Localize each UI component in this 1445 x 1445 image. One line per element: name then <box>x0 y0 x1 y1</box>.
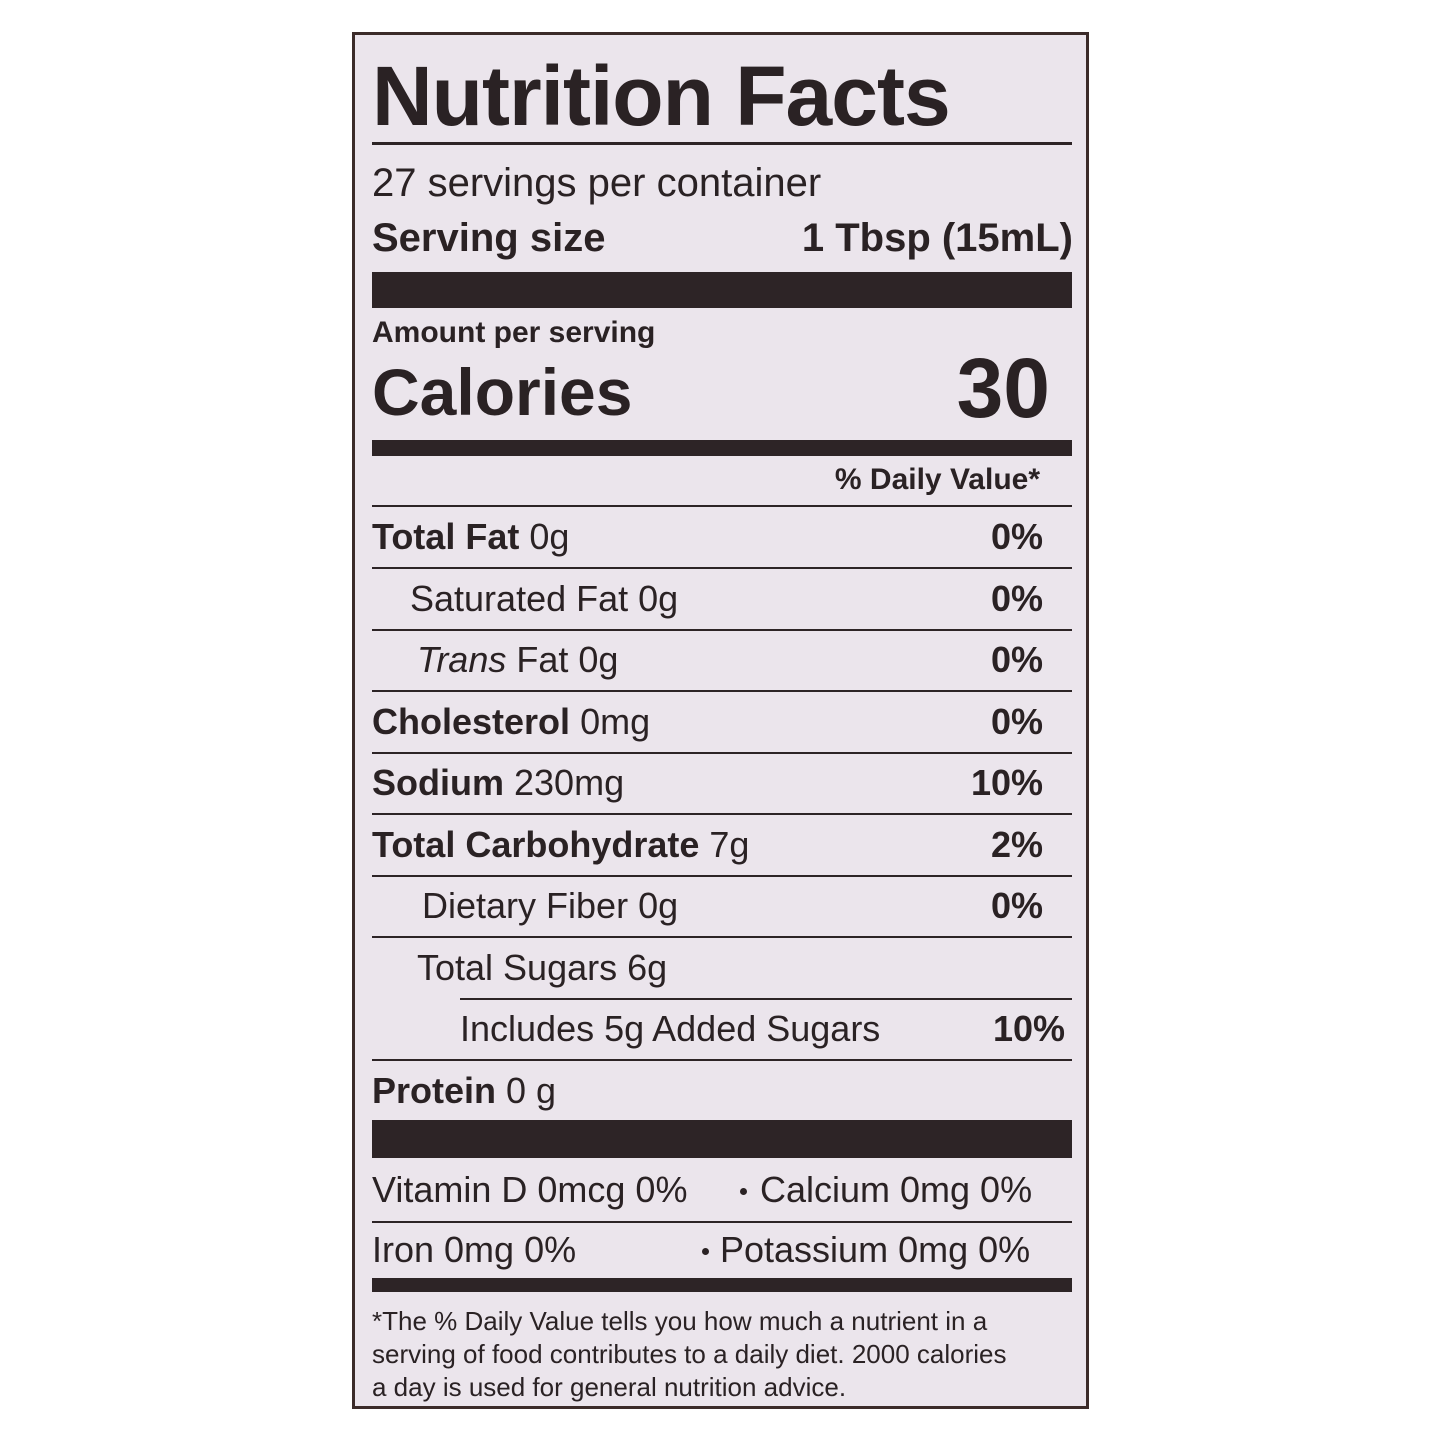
nutrient-row: Total Fat 0g <box>372 515 569 559</box>
medium-bar <box>372 440 1072 456</box>
vitamin: Calcium 0mg 0% <box>760 1169 1033 1210</box>
rule <box>460 997 1072 1000</box>
nutrient-name: Total Sugars <box>417 946 618 988</box>
bullet <box>702 1248 709 1255</box>
daily-value: 10% <box>970 762 1043 803</box>
daily-value: 0% <box>990 516 1043 557</box>
amount-per-serving: Amount per serving <box>372 316 656 349</box>
nutrient-row: Includes 5g Added Sugars <box>460 1007 880 1051</box>
serving-size-value: 1 Tbsp (15mL) <box>801 216 1073 260</box>
thick-bar <box>372 272 1072 308</box>
rule <box>372 751 1072 754</box>
label-panel <box>352 32 1089 1409</box>
thick-bar <box>372 1120 1072 1158</box>
rule <box>372 936 1072 938</box>
rule <box>372 874 1072 877</box>
daily-value: 0% <box>990 577 1043 619</box>
nutrient-amount: 0g <box>638 577 679 619</box>
nutrient-name: Dietary Fiber <box>422 885 629 926</box>
daily-value: 10% <box>992 1008 1065 1049</box>
footnote: *The % Daily Value tells you how much a … <box>372 1306 988 1336</box>
nutrient-amount: 0 g <box>506 1069 557 1111</box>
rule <box>372 813 1072 815</box>
daily-value-header: % Daily Value* <box>834 463 1040 496</box>
daily-value: 0% <box>990 639 1043 680</box>
rule <box>372 142 1072 145</box>
nutrient-name: Total Carbohydrate <box>372 823 700 865</box>
nutrient-row: Total Sugars 6g <box>417 946 667 990</box>
nutrient-amount: 0g <box>638 885 679 926</box>
nutrient-row: Protein 0 g <box>372 1069 556 1113</box>
nutrient-row: Trans Fat 0g <box>417 638 618 682</box>
nutrient-row: Cholesterol 0mg <box>372 700 650 744</box>
nutrient-name: Cholesterol <box>372 700 571 742</box>
rule <box>372 628 1072 631</box>
daily-value: 0% <box>990 700 1043 742</box>
nutrient-name: Protein <box>372 1069 497 1111</box>
daily-value: 0% <box>990 885 1043 926</box>
servings: 27 servings per container <box>372 161 822 205</box>
nutrient-name: Total Fat <box>372 516 520 557</box>
footnote: serving of food contributes to a daily d… <box>372 1339 1007 1369</box>
nutrient-row: Dietary Fiber 0g <box>422 884 678 928</box>
nutrient-row: Total Carbohydrate 7g <box>372 823 749 867</box>
nutrient-amount: 6g <box>627 946 668 988</box>
nutrient-row: Saturated Fat 0g <box>410 577 678 621</box>
nutrient-amount: 0g <box>578 639 619 680</box>
nutrient-row: Sodium 230mg <box>372 761 624 805</box>
nutrient-name: Fat <box>516 639 569 680</box>
nutrient-name-italic: Trans <box>417 639 507 680</box>
nutrient-name: Includes 5g Added Sugars <box>460 1008 881 1049</box>
rule <box>372 1221 1072 1223</box>
footnote: a day is used for general nutrition advi… <box>372 1372 847 1402</box>
vitamin: Potassium 0mg 0% <box>720 1229 1031 1270</box>
nutrient-name: Sodium <box>372 762 504 803</box>
calories-label: Calories <box>372 355 633 429</box>
vitamin: Iron 0mg 0% <box>372 1229 577 1270</box>
nutrient-amount: 230mg <box>514 762 625 803</box>
rule <box>372 567 1072 569</box>
daily-value: 2% <box>990 823 1043 865</box>
medium-bar <box>372 1278 1072 1292</box>
calories-value: 30 <box>956 341 1050 435</box>
nutrient-name: Saturated Fat <box>410 577 629 619</box>
nutrient-amount: 0g <box>529 516 570 557</box>
bullet <box>740 1188 747 1195</box>
title: Nutrition Facts <box>372 49 951 143</box>
vitamin: Vitamin D 0mcg 0% <box>372 1169 688 1210</box>
nutrient-amount: 0mg <box>580 700 651 742</box>
rule <box>372 1059 1072 1061</box>
serving-size-label: Serving size <box>372 216 606 260</box>
nutrient-amount: 7g <box>709 823 750 865</box>
rule <box>372 505 1072 507</box>
rule <box>372 690 1072 692</box>
